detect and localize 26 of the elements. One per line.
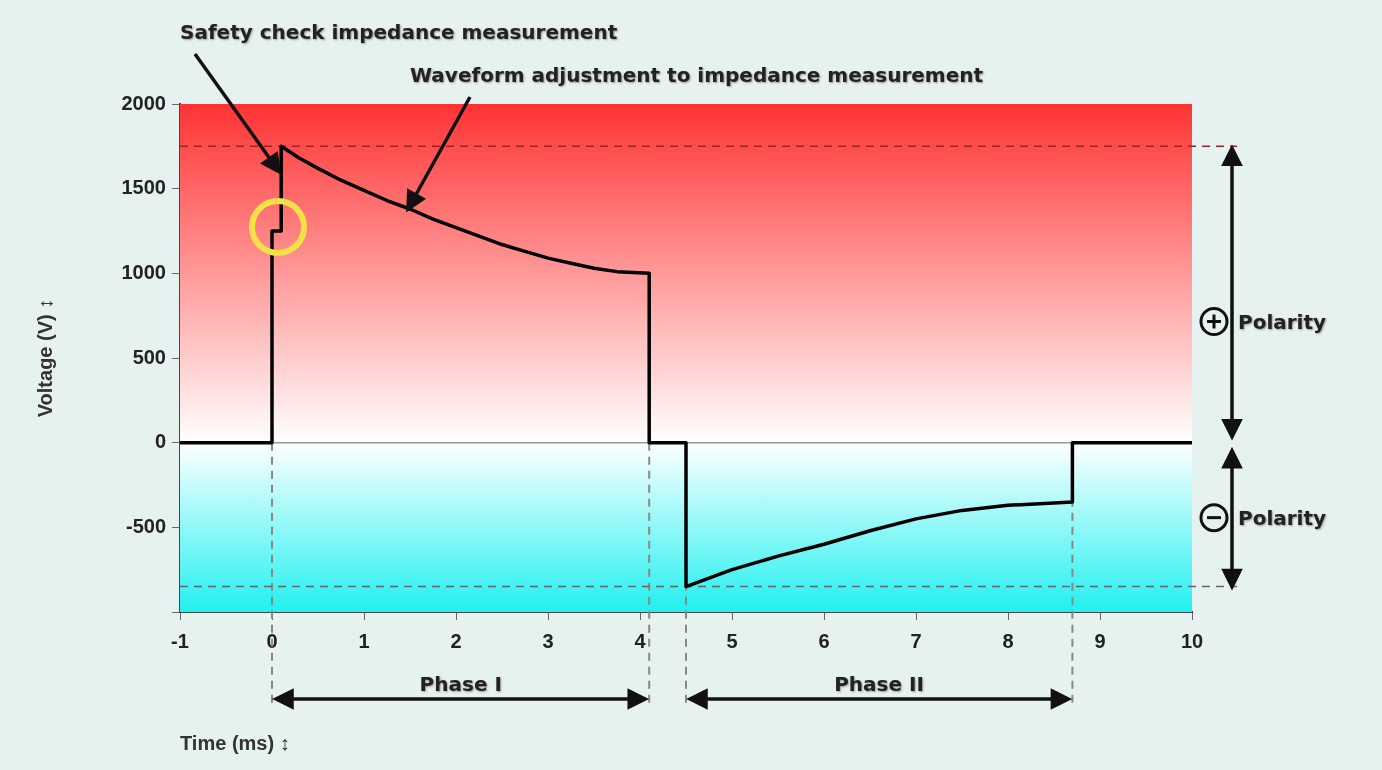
x-tick-label: 1 <box>358 629 370 652</box>
x-tick-label: 8 <box>1002 629 1014 652</box>
text: Phase II <box>834 672 924 696</box>
y-tick-label: -500 <box>125 514 166 537</box>
y-axis-title: Voltage (V) ↕ <box>33 298 56 418</box>
x-tick-label: 2 <box>450 629 462 652</box>
y-tick-label: 0 <box>154 430 166 453</box>
y-tick-label: 2000 <box>121 91 166 114</box>
annotation: Waveform adjustment to impedance measurement <box>410 63 984 87</box>
x-tick-label: -1 <box>171 629 189 652</box>
annotation: Safety check impedance measurement <box>180 20 618 44</box>
x-tick-label: 9 <box>1094 629 1106 652</box>
y-tick-label: 1000 <box>121 260 166 283</box>
y-tick-label: 1500 <box>121 176 166 199</box>
x-tick-label: 5 <box>726 629 738 652</box>
text: Phase I <box>419 672 502 696</box>
text: Polarity <box>1238 505 1327 530</box>
y-tick-label: 500 <box>132 345 166 368</box>
x-tick-label: 7 <box>910 629 922 652</box>
x-tick-label: 6 <box>818 629 830 652</box>
x-tick-label: 10 <box>1180 629 1204 652</box>
x-tick-label: 4 <box>634 629 647 652</box>
text: Polarity <box>1238 309 1327 334</box>
x-axis-title: Time (ms) ↕ <box>180 731 290 754</box>
x-tick-label: 0 <box>266 629 278 652</box>
x-tick-label: 3 <box>542 629 554 652</box>
